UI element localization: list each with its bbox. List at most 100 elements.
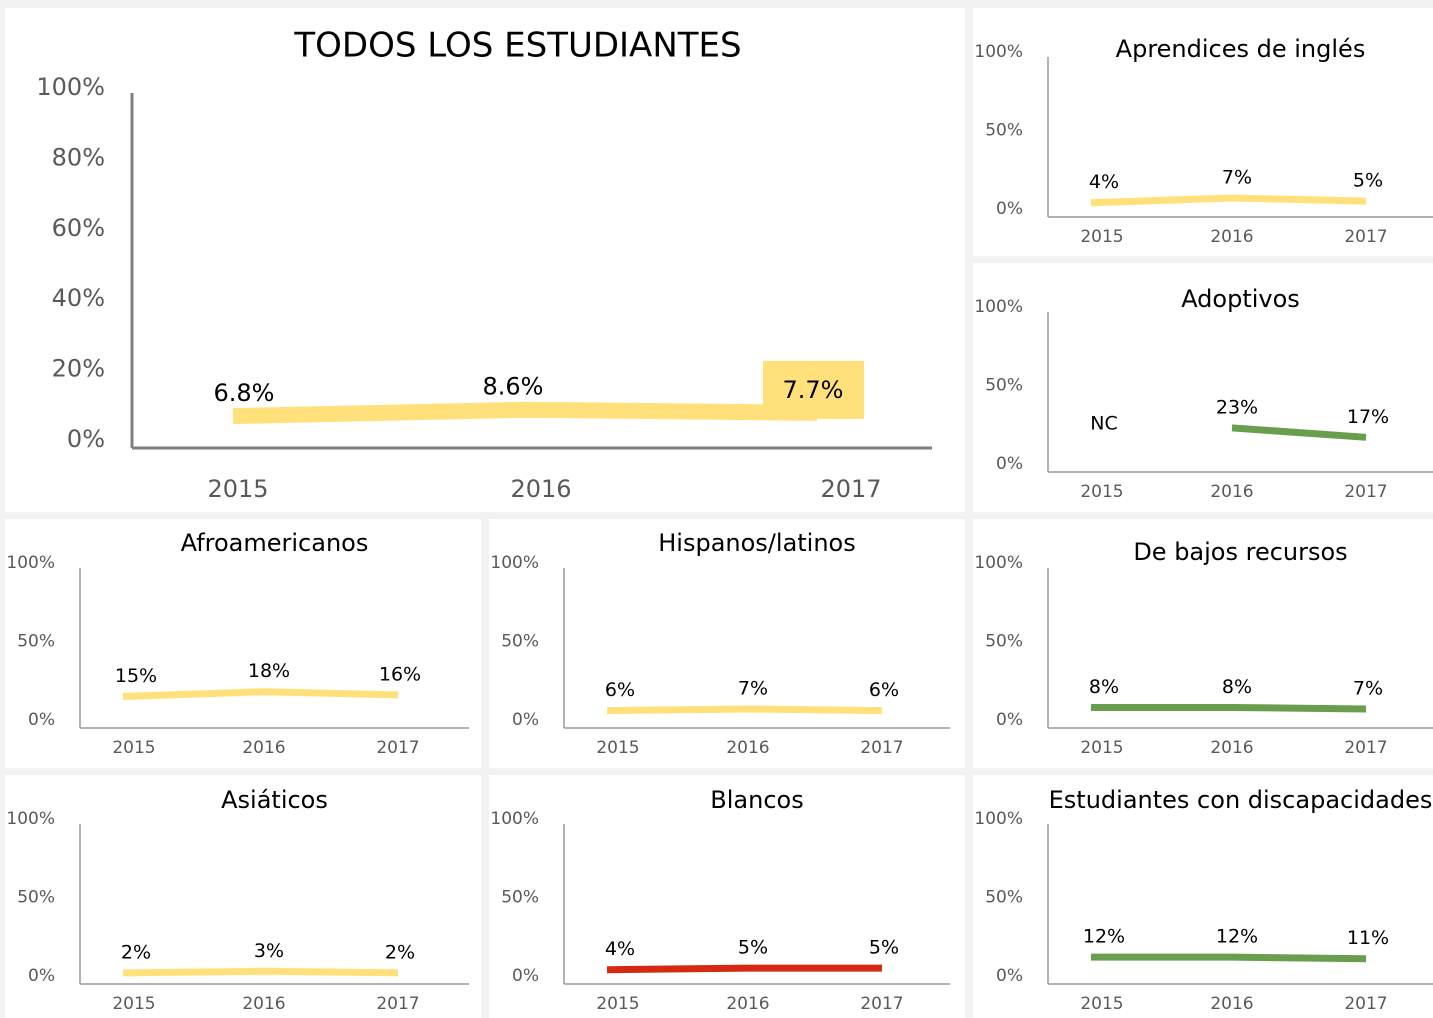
series-line: [1091, 703, 1367, 713]
label-highlight: [763, 360, 864, 419]
value-label: 8.6%: [483, 373, 544, 401]
y-tick-label: 50%: [985, 121, 1023, 141]
value-label: 8%: [1089, 676, 1119, 698]
x-tick-label: 2016: [242, 738, 285, 758]
x-tick-label: 2015: [207, 475, 268, 503]
x-tick-label: 2015: [1080, 994, 1123, 1014]
series-line: [232, 401, 818, 425]
panel: [973, 263, 1433, 512]
panel: [5, 775, 481, 1018]
y-tick-label: 100%: [974, 553, 1023, 573]
value-label: NC: [1090, 413, 1117, 435]
value-label: 6.8%: [214, 379, 275, 407]
chart-title: Blancos: [710, 786, 803, 814]
y-tick-label: 100%: [36, 73, 105, 101]
chart-title: De bajos recursos: [1133, 538, 1347, 566]
value-label: 5%: [738, 937, 768, 959]
y-tick-label: 100%: [974, 809, 1023, 829]
y-tick-label: 100%: [974, 297, 1023, 317]
x-tick-label: 2017: [1344, 482, 1387, 502]
y-tick-label: 100%: [6, 809, 55, 829]
x-tick-label: 2016: [1210, 738, 1253, 758]
y-tick-label: 0%: [67, 425, 105, 453]
y-tick-label: 100%: [490, 553, 539, 573]
x-tick-label: 2015: [112, 738, 155, 758]
value-label: 18%: [248, 660, 290, 682]
y-tick-label: 0%: [996, 966, 1023, 986]
y-tick-label: 100%: [490, 809, 539, 829]
y-tick-label: 50%: [985, 632, 1023, 652]
value-label: 7%: [1353, 678, 1383, 700]
x-tick-label: 2016: [242, 994, 285, 1014]
y-tick-label: 0%: [28, 966, 55, 986]
value-label: 6%: [869, 679, 899, 701]
x-tick-label: 2017: [1344, 994, 1387, 1014]
y-tick-label: 100%: [6, 553, 55, 573]
x-tick-label: 2015: [596, 994, 639, 1014]
value-label: 3%: [254, 940, 284, 962]
x-tick-label: 2017: [376, 738, 419, 758]
value-label: 11%: [1347, 927, 1389, 949]
value-label: 16%: [379, 663, 421, 685]
x-tick-label: 2017: [820, 475, 881, 503]
value-label: 12%: [1083, 926, 1125, 948]
panel: [973, 8, 1433, 256]
panel: [489, 519, 965, 768]
value-label: 7%: [1222, 167, 1252, 189]
x-tick-label: 2016: [726, 738, 769, 758]
chart-title: Estudiantes con discapacidades: [1049, 786, 1433, 814]
x-tick-label: 2017: [860, 738, 903, 758]
value-label: 5%: [1353, 170, 1383, 192]
x-tick-label: 2016: [1210, 482, 1253, 502]
y-tick-label: 50%: [501, 888, 539, 908]
x-tick-label: 2016: [1210, 227, 1253, 247]
x-tick-label: 2015: [112, 994, 155, 1014]
value-label: 15%: [115, 665, 157, 687]
chart-title: Afroamericanos: [181, 529, 369, 557]
y-tick-label: 50%: [985, 888, 1023, 908]
y-tick-label: 50%: [17, 888, 55, 908]
x-tick-label: 2016: [726, 994, 769, 1014]
panel: [5, 8, 965, 512]
y-tick-label: 60%: [52, 214, 105, 242]
value-label: 17%: [1347, 406, 1389, 428]
x-tick-label: 2015: [596, 738, 639, 758]
value-label: 4%: [605, 938, 635, 960]
chart-title: Asiáticos: [221, 786, 328, 814]
value-label: 23%: [1216, 396, 1258, 418]
value-label: 2%: [121, 941, 151, 963]
y-tick-label: 0%: [996, 454, 1023, 474]
value-label: 4%: [1089, 171, 1119, 193]
series-line: [1091, 953, 1367, 963]
value-label: 8%: [1222, 676, 1252, 698]
panel: [973, 519, 1433, 768]
x-tick-label: 2015: [1080, 227, 1123, 247]
x-tick-label: 2016: [510, 475, 571, 503]
y-tick-label: 80%: [52, 143, 105, 171]
chart-title: Aprendices de inglés: [1116, 35, 1366, 63]
value-label: 12%: [1216, 926, 1258, 948]
y-tick-label: 0%: [512, 966, 539, 986]
y-tick-label: 50%: [985, 376, 1023, 396]
y-tick-label: 50%: [17, 632, 55, 652]
chart-title: Adoptivos: [1181, 285, 1300, 313]
y-tick-label: 50%: [501, 632, 539, 652]
panel: [5, 519, 481, 768]
y-tick-label: 100%: [974, 42, 1023, 62]
series-line: [606, 705, 883, 715]
y-tick-label: 20%: [52, 355, 105, 383]
value-label: 2%: [385, 941, 415, 963]
y-tick-label: 0%: [996, 199, 1023, 219]
x-tick-label: 2015: [1080, 482, 1123, 502]
x-tick-label: 2015: [1080, 738, 1123, 758]
chart-title: Hispanos/latinos: [658, 529, 856, 557]
panel: [489, 775, 965, 1018]
chart-title: TODOS LOS ESTUDIANTES: [293, 26, 741, 66]
panel: [973, 775, 1433, 1018]
series-line: [1090, 194, 1367, 207]
x-tick-label: 2017: [1344, 227, 1387, 247]
y-tick-label: 0%: [28, 710, 55, 730]
y-tick-label: 40%: [52, 284, 105, 312]
series-line: [122, 967, 399, 977]
